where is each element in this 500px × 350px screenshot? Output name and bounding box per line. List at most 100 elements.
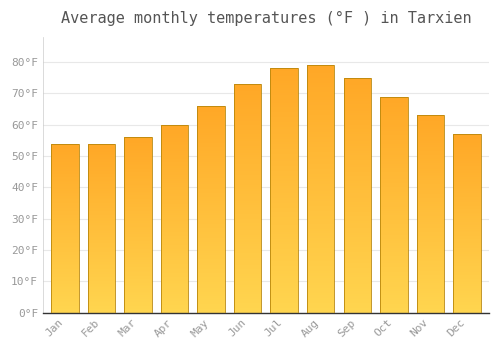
Bar — [234, 144, 262, 146]
Bar — [161, 162, 188, 164]
Bar — [88, 150, 115, 152]
Bar — [198, 238, 225, 240]
Bar — [416, 232, 444, 234]
Bar — [270, 73, 298, 76]
Bar — [198, 168, 225, 170]
Bar — [161, 138, 188, 140]
Bar — [234, 191, 262, 194]
Bar — [307, 298, 334, 300]
Bar — [344, 205, 371, 207]
Bar — [380, 287, 407, 289]
Bar — [198, 152, 225, 153]
Bar — [161, 130, 188, 132]
Bar — [234, 107, 262, 109]
Bar — [307, 78, 334, 80]
Bar — [234, 148, 262, 150]
Bar — [161, 311, 188, 313]
Bar — [454, 168, 480, 170]
Bar — [124, 260, 152, 262]
Bar — [198, 187, 225, 189]
Bar — [161, 267, 188, 270]
Bar — [454, 273, 480, 275]
Bar — [51, 286, 78, 287]
Bar — [454, 145, 480, 147]
Bar — [234, 201, 262, 203]
Bar — [344, 127, 371, 130]
Bar — [234, 260, 262, 262]
Bar — [344, 132, 371, 134]
Bar — [88, 235, 115, 237]
Bar — [454, 231, 480, 232]
Bar — [380, 276, 407, 278]
Bar — [88, 296, 115, 298]
Bar — [124, 172, 152, 174]
Bar — [88, 262, 115, 264]
Bar — [344, 78, 371, 313]
Bar — [234, 230, 262, 233]
Bar — [161, 245, 188, 247]
Bar — [88, 286, 115, 287]
Bar — [307, 73, 334, 75]
Bar — [51, 223, 78, 225]
Bar — [88, 292, 115, 294]
Bar — [124, 306, 152, 307]
Bar — [307, 219, 334, 221]
Bar — [161, 190, 188, 192]
Bar — [416, 253, 444, 256]
Bar — [234, 157, 262, 160]
Bar — [454, 275, 480, 277]
Bar — [344, 85, 371, 87]
Bar — [88, 213, 115, 215]
Bar — [307, 85, 334, 88]
Bar — [454, 147, 480, 148]
Bar — [454, 223, 480, 225]
Bar — [124, 250, 152, 251]
Bar — [380, 310, 407, 313]
Bar — [198, 253, 225, 255]
Bar — [51, 191, 78, 192]
Bar — [198, 193, 225, 195]
Bar — [270, 112, 298, 115]
Bar — [454, 256, 480, 257]
Bar — [161, 142, 188, 143]
Bar — [198, 222, 225, 224]
Bar — [307, 70, 334, 73]
Bar — [270, 247, 298, 249]
Bar — [416, 265, 444, 267]
Bar — [88, 280, 115, 282]
Bar — [307, 122, 334, 125]
Bar — [270, 83, 298, 85]
Bar — [124, 167, 152, 169]
Bar — [124, 202, 152, 204]
Bar — [51, 255, 78, 257]
Bar — [270, 239, 298, 242]
Bar — [161, 286, 188, 288]
Bar — [454, 186, 480, 188]
Bar — [416, 214, 444, 216]
Bar — [234, 212, 262, 214]
Bar — [234, 237, 262, 239]
Bar — [124, 272, 152, 274]
Bar — [124, 274, 152, 276]
Bar — [234, 256, 262, 258]
Bar — [124, 257, 152, 258]
Bar — [380, 302, 407, 304]
Bar — [51, 301, 78, 302]
Bar — [51, 235, 78, 237]
Bar — [416, 281, 444, 283]
Bar — [124, 302, 152, 304]
Bar — [51, 150, 78, 152]
Bar — [234, 276, 262, 278]
Bar — [51, 172, 78, 174]
Bar — [307, 233, 334, 236]
Bar — [344, 268, 371, 270]
Bar — [161, 140, 188, 142]
Bar — [161, 151, 188, 153]
Bar — [270, 68, 298, 71]
Bar — [161, 144, 188, 145]
Bar — [380, 163, 407, 166]
Bar — [416, 188, 444, 190]
Bar — [454, 307, 480, 309]
Bar — [270, 261, 298, 264]
Bar — [124, 311, 152, 313]
